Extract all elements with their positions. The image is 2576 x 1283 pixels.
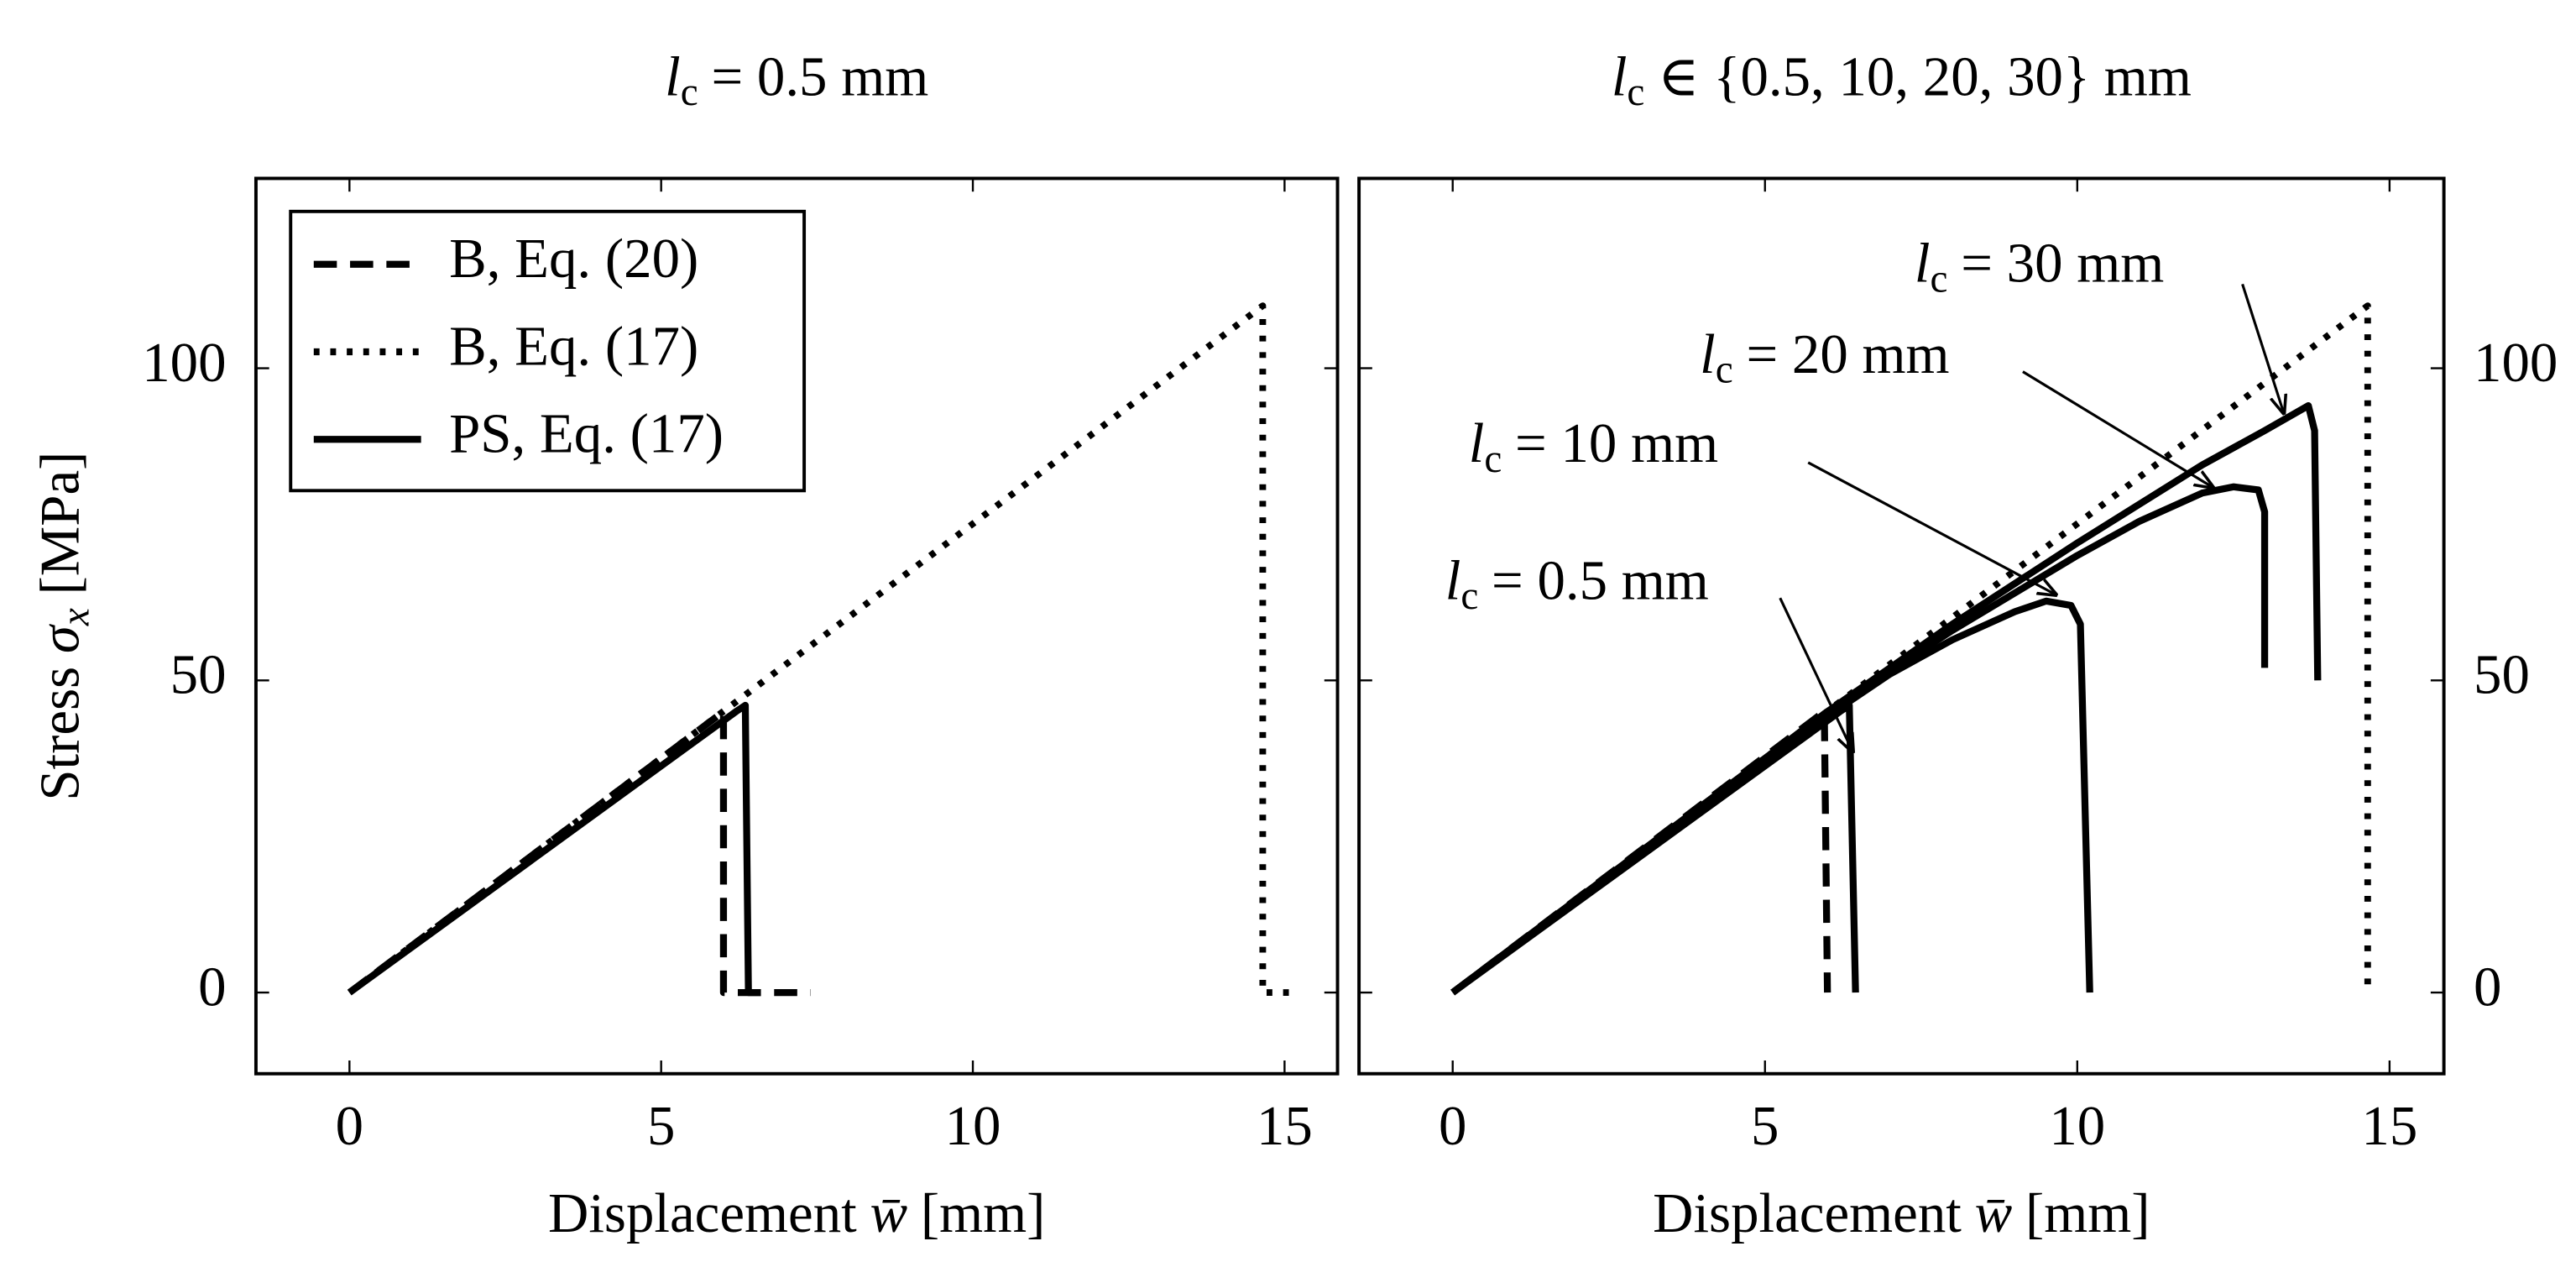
annotation: lc = 20 mm [1700,323,1949,391]
y-tick-label: 50 [170,644,227,706]
x-axis-label-part: Displacement [548,1182,857,1244]
y-axis-label-part: x [54,608,97,626]
y-axis-label-part: Stress [29,667,91,801]
plot-frame [253,176,1340,1076]
annotation-part: l [1915,233,1931,295]
y-axis-label-part: σ [29,623,91,653]
annotation-part: c [1931,257,1948,301]
x-axis-label-part: [mm] [2025,1182,2150,1244]
x-axis-label: Displacement w̄ [mm] [548,1182,1045,1244]
series-line [347,701,761,997]
annotation-arrow [1807,461,2056,594]
y-axis-label-part: [MPa] [29,452,91,595]
x-tick-label: 0 [1439,1095,1466,1157]
annotation: lc = 30 mm [1915,233,2164,301]
y-axis-label: Stress σx [MPa] [29,452,97,801]
x-axis-label-part: w̄ [1975,1182,2013,1244]
annotation-part: c [1716,348,1733,391]
y-tick-label: 0 [2474,956,2501,1018]
panel-title-part: ∈ {0.5, 10, 20, 30} mm [1658,46,2192,108]
legend-label: B, Eq. (17) [449,315,698,377]
annotation: lc = 10 mm [1469,412,1718,480]
x-axis-label-part: Displacement [1653,1182,1962,1244]
x-axis-label-part: w̄ [870,1182,907,1244]
annotation-arrow [2241,283,2284,412]
x-tick-label: 15 [1257,1095,1313,1157]
series-line [347,708,811,997]
annotation-part: = 10 mm [1515,412,1718,474]
annotation-part: c [1484,437,1502,481]
x-tick-label: 5 [1751,1095,1779,1157]
annotation-part: l [1469,412,1485,474]
y-tick-label: 100 [2474,332,2558,394]
annotation-part: l [1445,550,1461,612]
series-line [1450,401,2322,996]
annotation-part: l [1700,323,1716,385]
panel-title-part: c [1627,71,1644,114]
panel-title: lc ∈ {0.5, 10, 20, 30} mm [1612,46,2192,114]
legend-label: PS, Eq. (17) [449,403,724,465]
y-tick-label: 50 [2474,644,2530,706]
annotation: lc = 0.5 mm [1445,550,1709,618]
x-tick-label: 10 [945,1095,1001,1157]
panel-title-part: c [681,71,698,114]
panel-title-part: l [1612,46,1628,108]
x-tick-label: 5 [647,1095,675,1157]
x-tick-label: 0 [336,1095,363,1157]
panel-title: lc = 0.5 mm [665,46,928,114]
annotation-part: c [1460,574,1478,618]
series-line [1450,597,2093,996]
x-tick-label: 15 [2361,1095,2417,1157]
legend-box [289,209,807,493]
annotation-part: = 30 mm [1961,233,2164,295]
annotation-arrow [2022,370,2213,488]
x-axis-label: Displacement w̄ [mm] [1653,1182,2150,1244]
annotation-part: = 0.5 mm [1492,550,1709,612]
y-tick-label: 100 [142,332,226,394]
annotation-part: = 20 mm [1746,323,1949,385]
x-axis-label-part: [mm] [921,1182,1046,1244]
panel-title-part: = 0.5 mm [711,46,928,108]
legend-label: B, Eq. (20) [449,228,698,290]
y-tick-label: 0 [198,956,226,1018]
annotation-arrow [1779,597,1853,751]
plot-frame [1357,176,2446,1076]
x-tick-label: 10 [2049,1095,2105,1157]
panel-title-part: l [665,46,681,108]
